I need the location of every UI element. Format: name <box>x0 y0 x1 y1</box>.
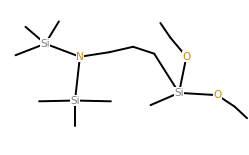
Text: N: N <box>76 52 84 62</box>
Text: Si: Si <box>174 88 184 98</box>
Text: O: O <box>182 52 190 62</box>
Text: O: O <box>213 90 221 100</box>
Text: Si: Si <box>70 95 80 106</box>
Text: Si: Si <box>40 39 50 49</box>
